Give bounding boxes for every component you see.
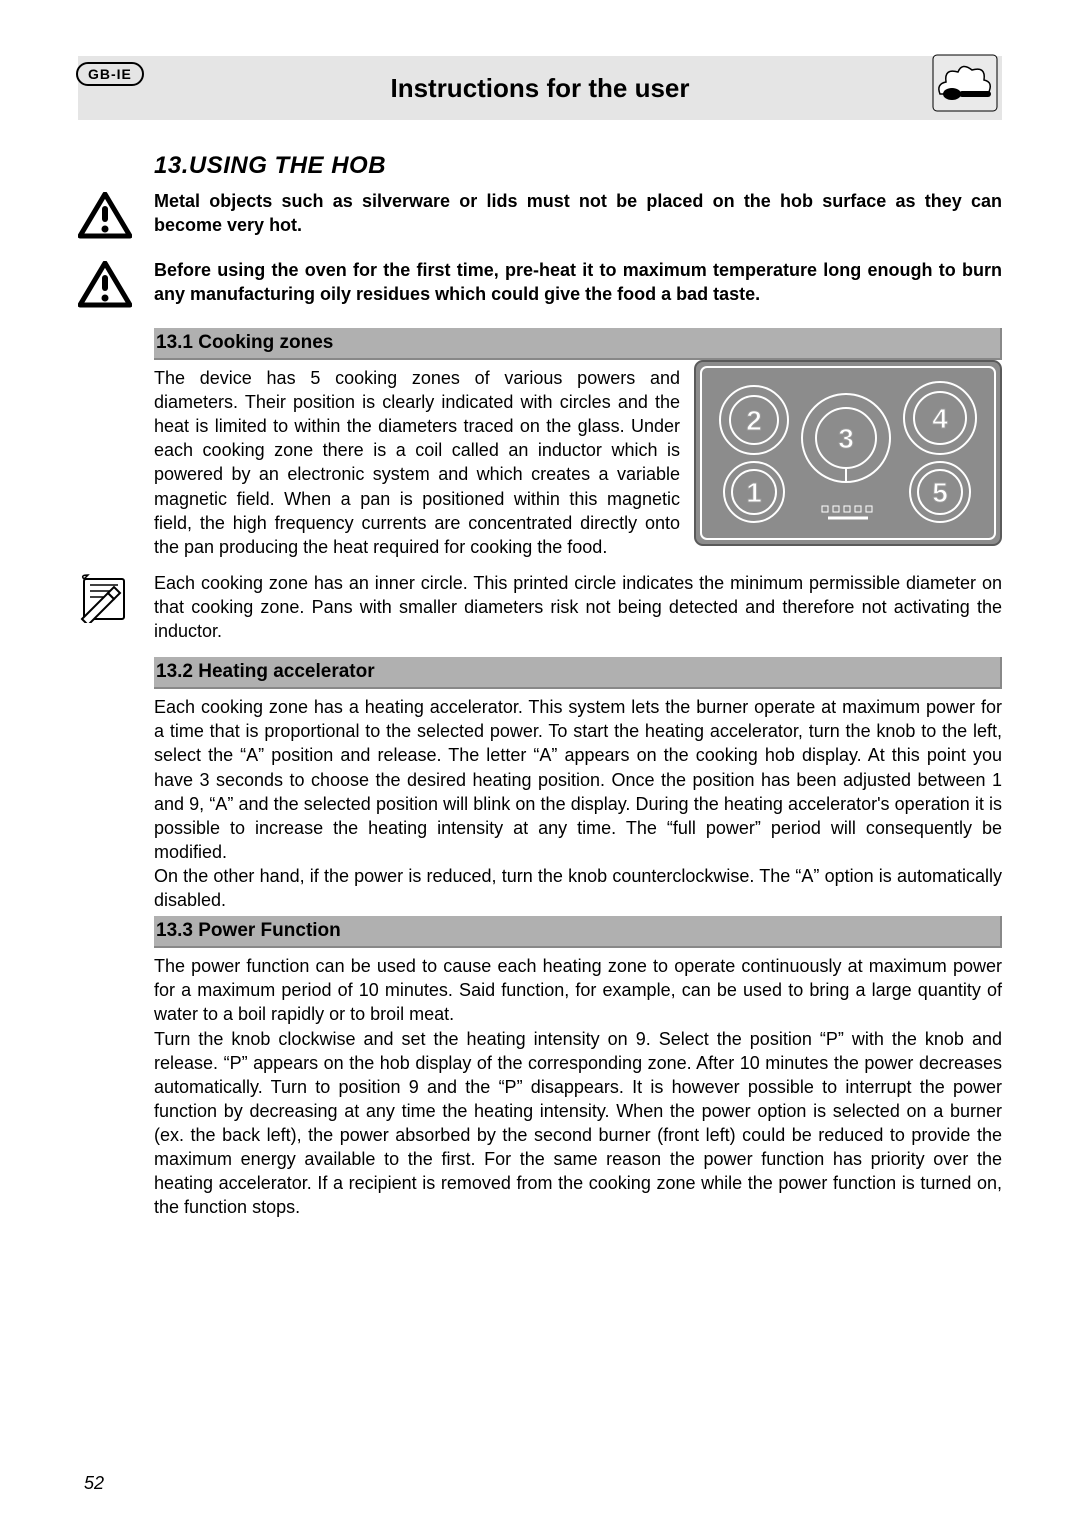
warning-block: Metal objects such as silverware or lids… — [154, 190, 1002, 245]
power-function-p1: The power function can be used to cause … — [154, 954, 1002, 1026]
svg-text:4: 4 — [932, 403, 948, 434]
svg-text:1: 1 — [746, 477, 762, 508]
svg-text:2: 2 — [746, 405, 762, 436]
cloud-spoon-icon — [932, 54, 998, 117]
cooking-zones-row: The device has 5 cooking zones of variou… — [154, 360, 1002, 559]
section-heading: 13.3 Power Function — [154, 916, 1002, 948]
page-title: Instructions for the user — [390, 73, 689, 104]
section-heading: 13.2 Heating accelerator — [154, 657, 1002, 689]
warning-icon — [78, 192, 132, 245]
cooking-zones-text: The device has 5 cooking zones of variou… — [154, 366, 680, 559]
page-header: GB-IE Instructions for the user — [78, 56, 1002, 120]
hob-diagram: 1 2 3 4 5 — [694, 360, 1002, 551]
svg-text:5: 5 — [932, 477, 948, 508]
note-block: Each cooking zone has an inner circle. T… — [154, 571, 1002, 643]
svg-text:3: 3 — [838, 423, 854, 454]
note-text: Each cooking zone has an inner circle. T… — [154, 571, 1002, 643]
content-column: 13.USING THE HOB Metal objects such as s… — [78, 152, 1002, 1219]
heating-accelerator-p1: Each cooking zone has a heating accelera… — [154, 695, 1002, 864]
heating-accelerator-p2: On the other hand, if the power is reduc… — [154, 864, 1002, 912]
chapter-title: 13.USING THE HOB — [154, 152, 1002, 180]
region-badge: GB-IE — [76, 62, 144, 86]
section-heading: 13.1 Cooking zones — [154, 328, 1002, 360]
warning-block: Before using the oven for the first time… — [154, 259, 1002, 314]
warning-text: Before using the oven for the first time… — [154, 259, 1002, 307]
page-number: 52 — [84, 1473, 104, 1494]
note-icon — [78, 573, 132, 628]
power-function-p2: Turn the knob clockwise and set the heat… — [154, 1027, 1002, 1220]
warning-icon — [78, 261, 132, 314]
warning-text: Metal objects such as silverware or lids… — [154, 190, 1002, 238]
manual-page: GB-IE Instructions for the user 13.USING… — [0, 0, 1080, 1528]
